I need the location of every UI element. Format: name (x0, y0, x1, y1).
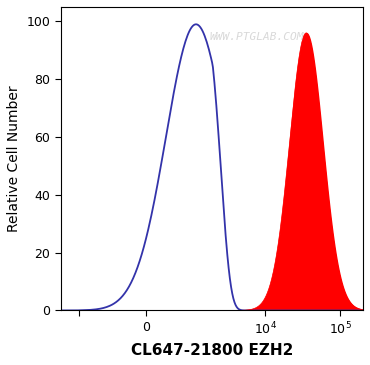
X-axis label: CL647-21800 EZH2: CL647-21800 EZH2 (131, 343, 293, 358)
Text: WWW.PTGLAB.COM: WWW.PTGLAB.COM (210, 32, 305, 42)
Y-axis label: Relative Cell Number: Relative Cell Number (7, 85, 21, 232)
